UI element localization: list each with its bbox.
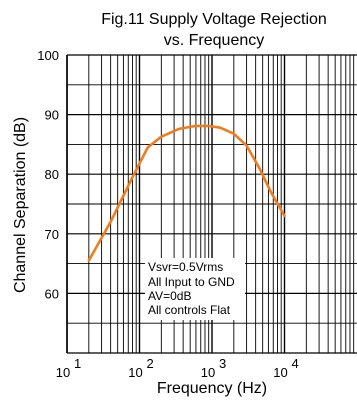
x-tick-exponent: 3 xyxy=(219,356,226,371)
y-tick-label: 80 xyxy=(45,167,59,182)
series-line xyxy=(87,124,286,262)
chart-title: Fig.11 Supply Voltage Rejection xyxy=(101,11,327,28)
chart-subtitle: vs. Frequency xyxy=(164,32,264,49)
annotation-line: AV=0dB xyxy=(148,289,191,303)
series xyxy=(87,124,286,262)
annotation-line: All controls Flat xyxy=(148,303,231,317)
annotation-line: Vsvr=0.5Vrms xyxy=(148,260,223,274)
x-tick-label: 10 xyxy=(128,365,142,380)
y-tick-label: 60 xyxy=(45,286,59,301)
x-tick-exponent: 1 xyxy=(74,356,81,371)
y-tick-labels: 100 90 80 70 60 xyxy=(37,48,59,301)
y-axis-label: Channel Separation (dB) xyxy=(12,117,29,293)
x-tick-label: 10 xyxy=(56,365,70,380)
y-tick-label: 70 xyxy=(45,227,59,242)
y-tick-label: 100 xyxy=(37,48,59,63)
annotation-line: All Input to GND xyxy=(148,275,235,289)
x-tick-exponent: 4 xyxy=(292,356,299,371)
x-tick-label: 10 xyxy=(273,365,287,380)
x-axis-label: Frequency (Hz) xyxy=(157,380,267,397)
x-tick-exponent: 2 xyxy=(147,356,154,371)
x-tick-label: 10 xyxy=(201,365,215,380)
x-tick-labels: 10 1 10 2 10 3 10 4 xyxy=(56,356,299,380)
y-tick-label: 90 xyxy=(45,108,59,123)
annotation-box xyxy=(145,258,245,320)
